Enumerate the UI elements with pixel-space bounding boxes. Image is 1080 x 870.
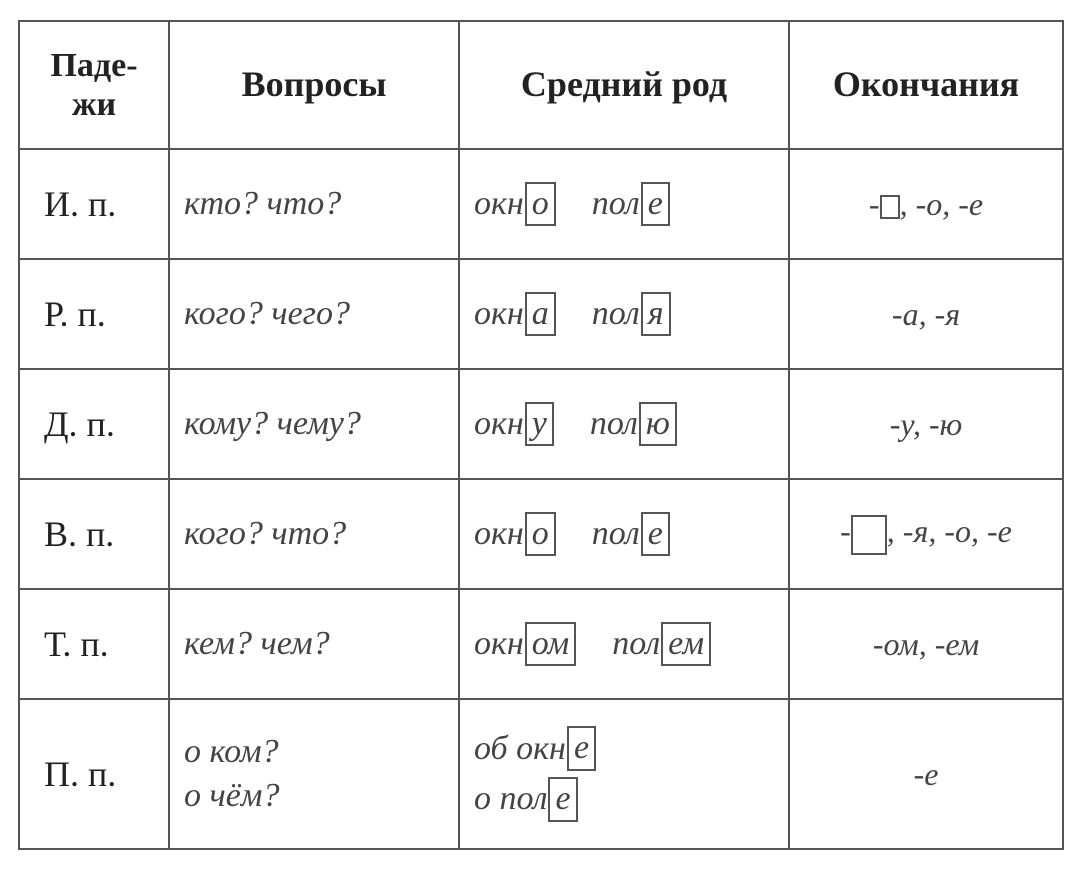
case-cell: П. п. (19, 699, 169, 849)
question-text: кого? чего? (184, 295, 350, 332)
highlighted-ending: е (641, 512, 670, 557)
endings-cell: -а, -я (789, 259, 1063, 369)
examples-cell: об окне о поле (459, 699, 789, 849)
table-row: И. п. кто? что? окно поле -, -о, -е (19, 149, 1063, 259)
examples-cell: окно поле (459, 149, 789, 259)
example-word: поля (592, 292, 671, 337)
endings-text: -, -о, -е (869, 186, 983, 222)
question-cell: кого? что? (169, 479, 459, 589)
endings-text: -ом, -ем (873, 626, 979, 662)
table-row: Д. п. кому? чему? окну полю -у, -ю (19, 369, 1063, 479)
highlighted-ending: о (525, 512, 556, 557)
highlighted-ending: е (548, 777, 577, 822)
example-word: поле (592, 182, 670, 227)
question-cell: кто? что? (169, 149, 459, 259)
case-label: П. п. (44, 754, 116, 794)
example-word: окно (474, 512, 556, 557)
case-label: Д. п. (44, 404, 115, 444)
example-word: полю (590, 402, 677, 447)
question-cell: кого? чего? (169, 259, 459, 369)
case-label: И. п. (44, 184, 116, 224)
case-cell: И. п. (19, 149, 169, 259)
example-word: об окне (474, 726, 788, 771)
highlighted-ending: ом (525, 622, 576, 667)
question-cell: о ком? о чём? (169, 699, 459, 849)
highlighted-ending: е (567, 726, 596, 771)
table-row: В. п. кого? что? окно поле -, -я, -о, -е (19, 479, 1063, 589)
endings-cell: -е (789, 699, 1063, 849)
declension-table-page: Паде-жи Вопросы Средний род Окончания И.… (0, 0, 1080, 870)
declension-table: Паде-жи Вопросы Средний род Окончания И.… (18, 20, 1064, 850)
highlighted-ending: у (525, 402, 554, 447)
header-row: Паде-жи Вопросы Средний род Окончания (19, 21, 1063, 149)
case-label: Т. п. (44, 624, 109, 664)
header-questions-text: Вопросы (242, 64, 387, 104)
question-text: кто? что? (184, 185, 341, 222)
case-cell: В. п. (19, 479, 169, 589)
examples-cell: окном полем (459, 589, 789, 699)
example-word: окна (474, 292, 556, 337)
example-word: полем (612, 622, 711, 667)
case-cell: Д. п. (19, 369, 169, 479)
examples-cell: окну полю (459, 369, 789, 479)
highlighted-ending: е (641, 182, 670, 227)
endings-cell: -ом, -ем (789, 589, 1063, 699)
example-word: окно (474, 182, 556, 227)
question-text: кому? чему? (184, 405, 361, 442)
zero-ending-box (880, 195, 900, 219)
header-cases: Паде-жи (19, 21, 169, 149)
example-word: поле (592, 512, 670, 557)
question-text: о ком? (184, 733, 279, 770)
zero-ending-box (851, 515, 887, 555)
highlighted-ending: я (641, 292, 671, 337)
endings-text: -у, -ю (890, 406, 962, 442)
table-row: П. п. о ком? о чём? об окне о поле -е (19, 699, 1063, 849)
highlighted-ending: о (525, 182, 556, 227)
header-cases-text: Паде-жи (50, 47, 137, 123)
header-endings: Окончания (789, 21, 1063, 149)
example-word: о поле (474, 777, 788, 822)
endings-cell: -у, -ю (789, 369, 1063, 479)
highlighted-ending: ю (639, 402, 677, 447)
case-cell: Т. п. (19, 589, 169, 699)
question-cell: кому? чему? (169, 369, 459, 479)
case-label: Р. п. (44, 294, 106, 334)
example-word: окну (474, 402, 554, 447)
endings-text: -, -я, -о, -е (840, 513, 1012, 549)
endings-text: -а, -я (892, 296, 960, 332)
header-endings-text: Окончания (833, 64, 1019, 104)
question-text: кого? что? (184, 515, 346, 552)
header-questions: Вопросы (169, 21, 459, 149)
header-gender: Средний род (459, 21, 789, 149)
table-row: Т. п. кем? чем? окном полем -ом, -ем (19, 589, 1063, 699)
header-gender-text: Средний род (521, 64, 727, 104)
case-cell: Р. п. (19, 259, 169, 369)
highlighted-ending: а (525, 292, 556, 337)
case-label: В. п. (44, 514, 114, 554)
question-text: о чём? (184, 777, 458, 815)
endings-text: -е (914, 756, 939, 792)
table-row: Р. п. кого? чего? окна поля -а, -я (19, 259, 1063, 369)
highlighted-ending: ем (661, 622, 711, 667)
question-cell: кем? чем? (169, 589, 459, 699)
examples-cell: окно поле (459, 479, 789, 589)
endings-cell: -, -я, -о, -е (789, 479, 1063, 589)
question-text: кем? чем? (184, 625, 330, 662)
example-word: окном (474, 622, 576, 667)
examples-cell: окна поля (459, 259, 789, 369)
endings-cell: -, -о, -е (789, 149, 1063, 259)
